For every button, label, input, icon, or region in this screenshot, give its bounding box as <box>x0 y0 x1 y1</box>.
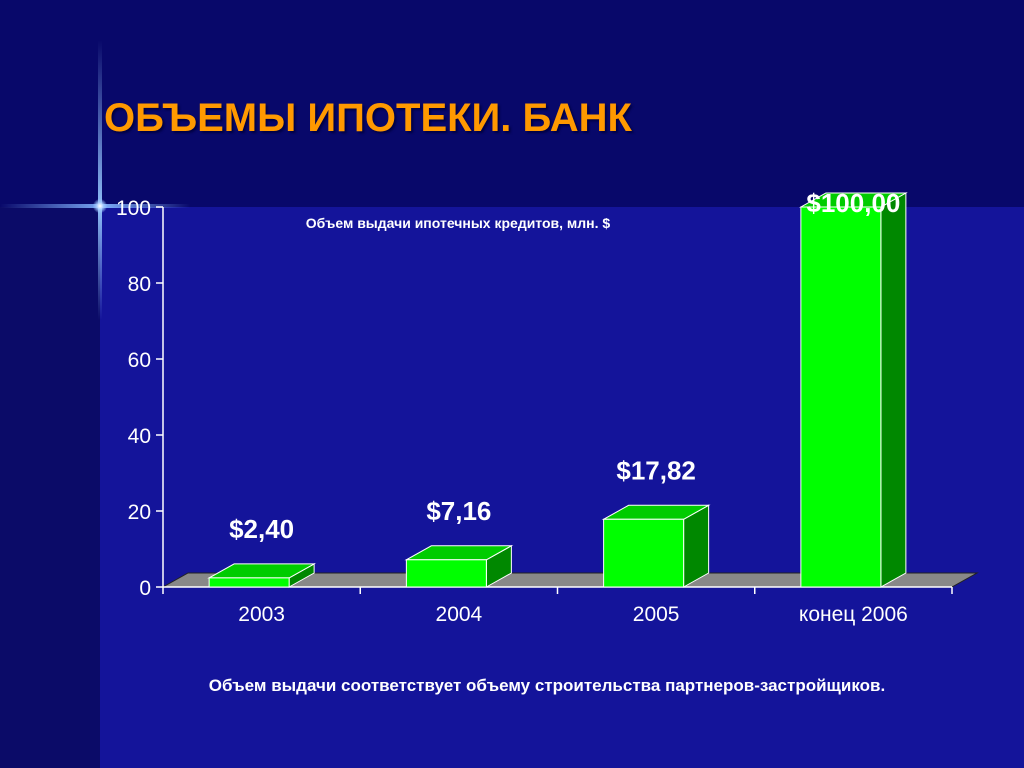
data-label: $100,00 <box>806 188 900 218</box>
x-tick-label: 2004 <box>436 603 483 626</box>
x-tick-label: 2003 <box>238 603 285 626</box>
y-tick-label: 20 <box>128 501 151 524</box>
bar-side <box>880 192 907 588</box>
y-tick-label: 0 <box>139 577 151 600</box>
footnote: Объем выдачи соответствует объему строит… <box>208 676 886 695</box>
bar <box>800 206 882 588</box>
data-label: $7,16 <box>426 496 491 526</box>
data-label: $2,40 <box>229 514 294 544</box>
x-tick-label: 2005 <box>633 603 680 626</box>
y-tick-label: 40 <box>128 425 151 448</box>
light-flare-vertical <box>98 40 102 320</box>
y-tick-label: 100 <box>116 197 151 220</box>
y-tick-label: 60 <box>128 349 151 372</box>
chart-title: Объем выдачи ипотечных кредитов, млн. $ <box>306 215 611 231</box>
x-tick-label: конец 2006 <box>799 603 908 626</box>
light-flare-center <box>93 199 107 213</box>
left-band-background <box>0 207 100 768</box>
bar <box>405 559 487 588</box>
y-tick-label: 80 <box>128 273 151 296</box>
slide-title: ОБЪЕМЫ ИПОТЕКИ. БАНК <box>104 96 632 140</box>
bar <box>603 518 685 588</box>
bar <box>208 577 290 588</box>
header-background <box>0 0 1024 207</box>
data-label: $17,82 <box>616 455 696 485</box>
